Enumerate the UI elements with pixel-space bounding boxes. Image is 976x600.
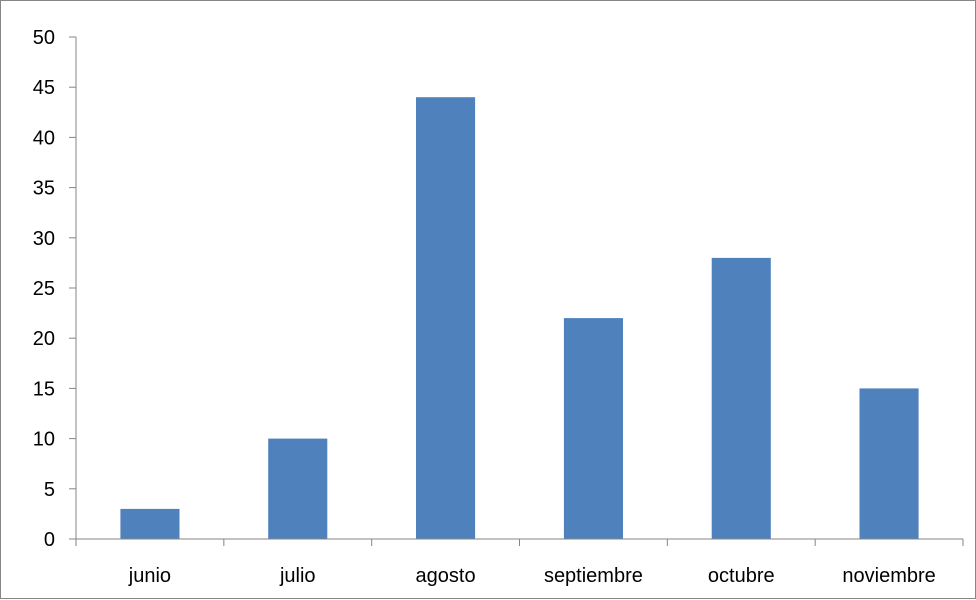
axes-group — [75, 37, 963, 540]
y-tick-label: 40 — [33, 127, 55, 149]
y-tick-label: 0 — [44, 529, 55, 551]
bars-group — [120, 97, 919, 539]
y-tick-label: 15 — [33, 378, 55, 400]
y-tick-label: 45 — [33, 77, 55, 99]
y-tick-label: 5 — [44, 479, 55, 501]
y-tick-label: 20 — [33, 328, 55, 350]
y-tick-label: 10 — [33, 429, 55, 451]
bar-junio — [120, 508, 180, 539]
x-tick-label-agosto: agosto — [416, 565, 476, 587]
y-tick-label: 50 — [33, 27, 55, 49]
bar-noviembre — [859, 388, 919, 539]
bar-septiembre — [563, 318, 623, 539]
y-axis-ticks: 0 5 10 15 20 25 30 35 40 45 50 — [33, 27, 76, 551]
x-tick-label-noviembre: noviembre — [842, 565, 935, 587]
bar-julio — [268, 438, 328, 539]
bar-octubre — [711, 257, 771, 539]
x-tick-label-septiembre: septiembre — [544, 565, 643, 587]
x-tick-label-junio: junio — [128, 565, 171, 587]
y-tick-label: 30 — [33, 228, 55, 250]
x-tick-label-julio: julio — [279, 565, 316, 587]
x-tick-label-octubre: octubre — [708, 565, 775, 587]
y-tick-label: 25 — [33, 278, 55, 300]
bar-agosto — [416, 97, 476, 539]
x-axis-ticks: junio julio agosto septiembre octubre noviemb… — [75, 539, 964, 587]
y-tick-label: 35 — [33, 178, 55, 200]
